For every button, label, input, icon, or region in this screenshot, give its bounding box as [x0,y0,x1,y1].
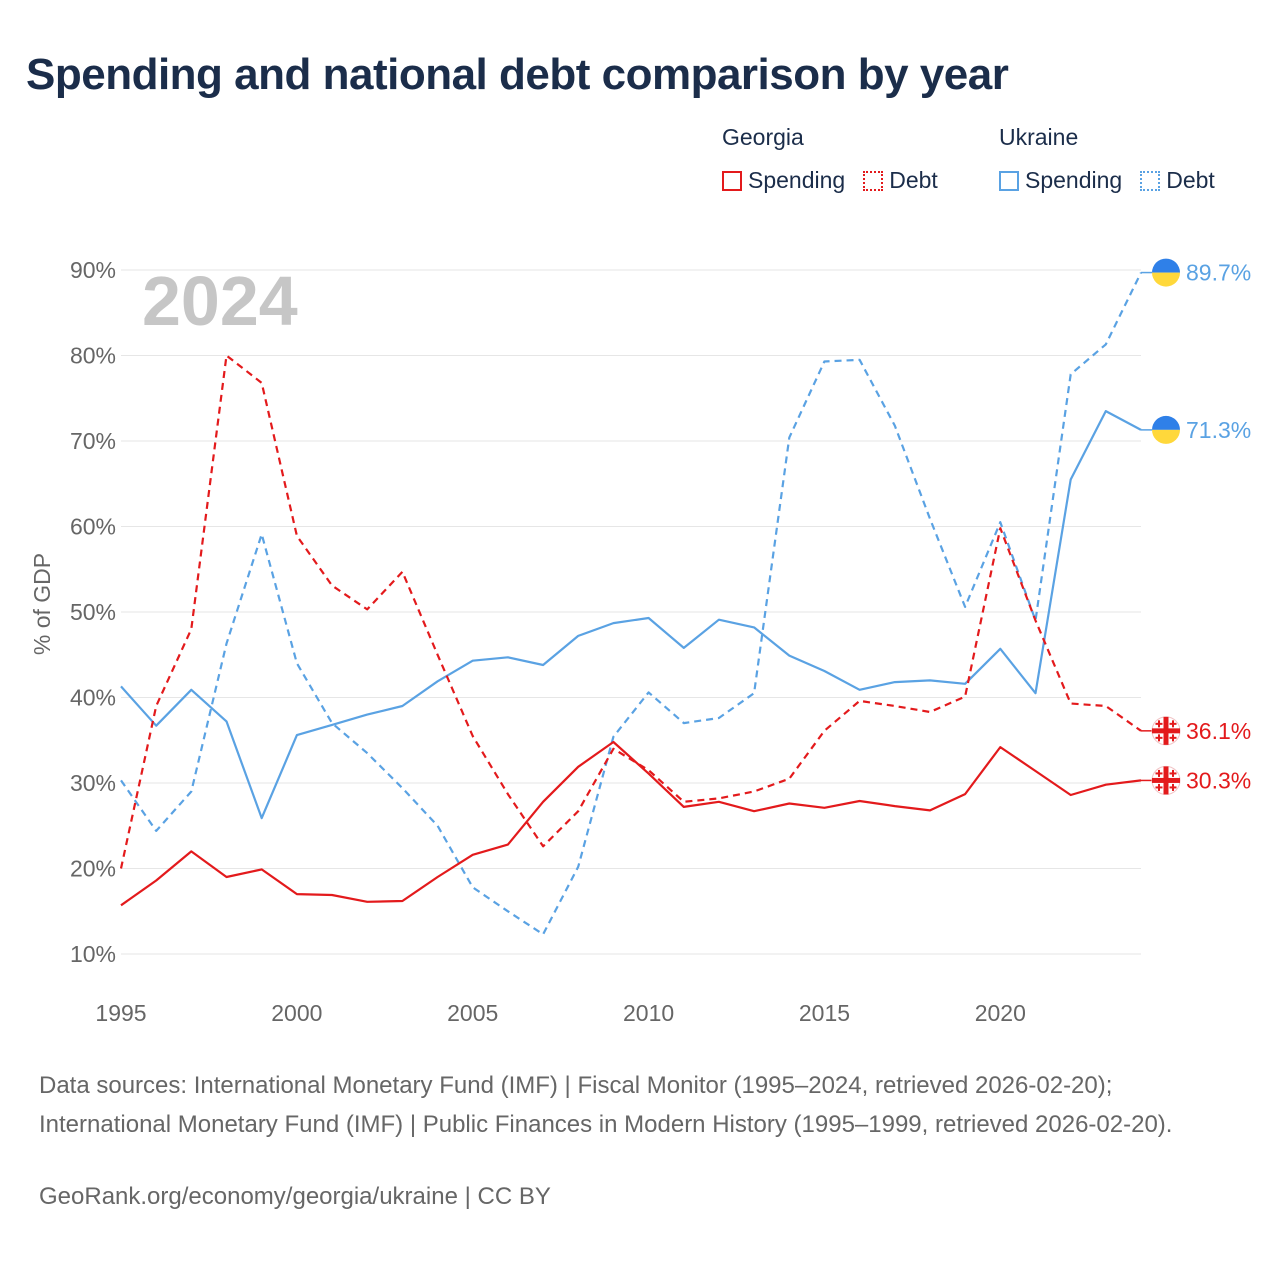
legend-ukraine: Ukraine Spending Debt [999,124,1215,194]
y-tick-label: 60% [70,514,116,540]
georgia-flag-icon [1151,765,1181,795]
flag-small-cross [1155,736,1163,739]
credit-link[interactable]: GeoRank.org/economy/georgia/ukraine | CC… [39,1183,551,1210]
series-line-ukraine-debt [120,272,1142,936]
y-tick-label: 30% [70,770,116,796]
georgia-flag-icon [1151,716,1181,746]
end-value-label: 30.3% [1186,767,1251,793]
legend-georgia-debt[interactable]: Debt [863,167,938,194]
series-line-georgia-spending [120,740,1142,907]
legend-georgia-spending-label: Spending [748,167,846,193]
dashed-line-swatch-icon [863,170,884,191]
ukraine-flag-icon [1152,415,1181,444]
flag-small-cross [1169,736,1177,739]
legend-ukraine-debt[interactable]: Debt [1140,167,1215,194]
solid-line-swatch-icon [999,170,1019,191]
flag-small-cross [1169,722,1177,725]
y-tick-label: 10% [70,941,116,967]
flag-small-cross [1155,722,1163,725]
flag-cross-horizontal [1152,728,1180,734]
flag-small-cross [1169,786,1177,789]
legend-georgia-spending[interactable]: Spending [722,167,845,194]
y-tick-label: 90% [70,257,116,283]
legend-georgia-debt-label: Debt [889,167,938,193]
x-tick-label: 1995 [95,1000,146,1026]
legend-georgia-name: Georgia [722,124,804,150]
flag-small-cross [1155,786,1163,789]
line-chart: 2024 % of GDP 10% 20% 30% 40% 50% 60% 70% 80% 90… [29,257,1251,1026]
series-line-georgia-debt [119,354,1142,869]
legend-ukraine-spending-label: Spending [1025,167,1123,193]
flag-yellow-half [1152,272,1181,287]
flag-small-cross [1169,772,1177,775]
flag-small-cross [1155,772,1163,775]
flag-blue-half [1152,258,1181,273]
legend-ukraine-spending[interactable]: Spending [999,167,1122,194]
x-tick-label: 2020 [975,1000,1026,1026]
x-tick-label: 2010 [623,1000,674,1026]
y-tick-label: 70% [70,428,116,454]
y-tick-label: 80% [70,343,116,369]
legend-ukraine-debt-label: Debt [1166,167,1215,193]
chart-title: Spending and national debt comparison by… [26,50,1009,99]
end-value-label: 36.1% [1186,718,1251,744]
y-axis-label: % of GDP [29,553,55,655]
end-value-label: 71.3% [1186,417,1251,443]
flag-yellow-half [1152,429,1181,444]
series-line-ukraine-spending [120,410,1142,820]
x-tick-label: 2000 [271,1000,322,1026]
dashed-line-swatch-icon [1140,170,1161,191]
legend-georgia: Georgia Spending Debt [722,124,938,194]
x-tick-label: 2005 [447,1000,498,1026]
legend-ukraine-name: Ukraine [999,124,1079,150]
flag-cross-horizontal [1152,777,1180,783]
data-sources: Data sources: International Monetary Fun… [39,1072,1173,1138]
y-tick-label: 20% [70,856,116,882]
flag-blue-half [1152,415,1181,430]
x-tick-label: 2015 [799,1000,850,1026]
ukraine-flag-icon [1152,258,1181,287]
solid-line-swatch-icon [722,170,742,191]
y-tick-label: 50% [70,599,116,625]
year-watermark: 2024 [142,262,298,340]
end-value-label: 89.7% [1186,260,1251,286]
y-tick-label: 40% [70,685,116,711]
